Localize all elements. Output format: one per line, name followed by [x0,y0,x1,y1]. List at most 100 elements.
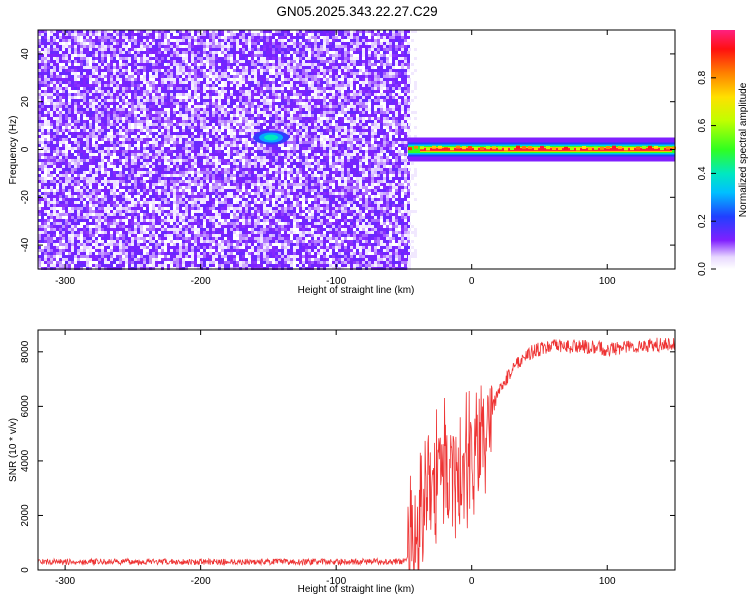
spectrogram-cell [98,57,101,60]
spectrogram-cell [101,240,104,243]
spectrogram-cell [80,162,83,165]
spectrogram-cell [92,177,95,180]
spectrogram-cell [200,69,203,72]
spectrogram-cell [89,195,92,198]
spectrogram-cell [173,90,176,93]
spectrogram-cell [179,105,182,108]
spectrogram-cell [50,204,53,207]
spectrogram-cell [68,201,71,204]
spectrogram-cell [230,39,233,42]
spectrogram-cell [83,93,86,96]
spectrogram-cell [188,78,191,81]
spectrogram-cell [122,108,125,111]
spectrogram-cell [59,264,62,267]
spectrogram-cell [245,30,248,33]
spectrogram-cell [74,66,77,69]
spectrogram-cell [176,141,179,144]
spectrogram-cell [50,99,53,102]
spectrogram-cell [98,102,101,105]
spectrogram-cell [119,150,122,153]
spectrogram-cell [146,33,149,36]
spectrogram-cell [41,255,44,258]
spectrogram-cell [230,126,233,129]
spectrogram-cell [74,156,77,159]
spectrogram-cell [152,144,155,147]
spectrogram-cell [92,87,95,90]
spectrogram-cell [200,213,203,216]
spectrogram-cell [158,78,161,81]
spectrogram-cell [74,243,77,246]
spectrogram-cell [239,231,242,234]
spectrogram-cell [50,30,53,33]
spectrogram-cell [176,216,179,219]
spectrogram-cell [95,114,98,117]
spectrogram-cell [74,105,77,108]
spectrogram-cell [209,90,212,93]
spectrogram-cell [47,264,50,267]
spectrogram-cell [107,78,110,81]
spectrogram-cell [203,63,206,66]
spectrogram-cell [203,246,206,249]
spectrogram-cell [71,87,74,90]
spectrogram-cell [218,72,221,75]
spectrogram-cell [38,114,41,117]
spectrogram-cell [86,129,89,132]
spectrogram-cell [221,240,224,243]
spectrogram-cell [188,177,191,180]
spectrogram-cell [197,207,200,210]
spectrogram-cell [140,69,143,72]
spectrogram-cell [218,81,221,84]
spectrogram-cell [170,87,173,90]
spectrogram-cell [179,192,182,195]
spectrogram-cell [179,264,182,267]
spectrogram-cell [209,45,212,48]
spectrogram-cell [95,129,98,132]
spectrogram-cell [206,264,209,267]
spectrogram-cell [68,222,71,225]
spectrogram-cell [86,33,89,36]
spectrogram-cell [140,186,143,189]
spectrogram-cell [149,165,152,168]
spectrogram-cell [77,132,80,135]
spectrogram-cell [242,96,245,99]
spectrogram-cell [119,153,122,156]
spectrogram-cell [65,69,68,72]
spectrogram-cell [146,135,149,138]
spectrogram-cell [128,207,131,210]
spectrogram-cell [191,39,194,42]
spectrogram-cell [83,180,86,183]
spectrogram-cell [143,117,146,120]
spectrogram-cell [167,78,170,81]
spectrogram-cell [110,135,113,138]
spectrogram-cell [245,39,248,42]
spectrogram-cell [218,141,221,144]
spectrogram-cell [53,87,56,90]
spectrogram-cell [188,120,191,123]
spectrogram-cell [98,111,101,114]
spectrogram-cell [89,135,92,138]
spectrogram-cell [44,78,47,81]
spectrogram-cell [107,225,110,228]
spectrogram-cell [230,243,233,246]
spectrogram-cell [83,156,86,159]
spectrogram-cell [146,87,149,90]
spectrogram-cell [230,147,233,150]
spectrogram-cell [41,216,44,219]
spectrogram-cell [38,225,41,228]
spectrogram-cell [164,219,167,222]
spectrogram-cell [107,264,110,267]
spectrogram-cell [74,228,77,231]
spectrogram-cell [119,237,122,240]
spectrogram-cell [65,45,68,48]
spectrogram-cell [137,165,140,168]
spectrogram-cell [95,237,98,240]
spectrogram-cell [152,171,155,174]
spectrogram-cell [149,54,152,57]
spectrogram-cell [59,153,62,156]
spectrogram-cell [50,234,53,237]
spectrogram-cell [239,234,242,237]
spectrogram-cell [56,132,59,135]
spectrogram-cell [197,69,200,72]
spectrogram-cell [50,174,53,177]
spectrogram-cell [38,231,41,234]
